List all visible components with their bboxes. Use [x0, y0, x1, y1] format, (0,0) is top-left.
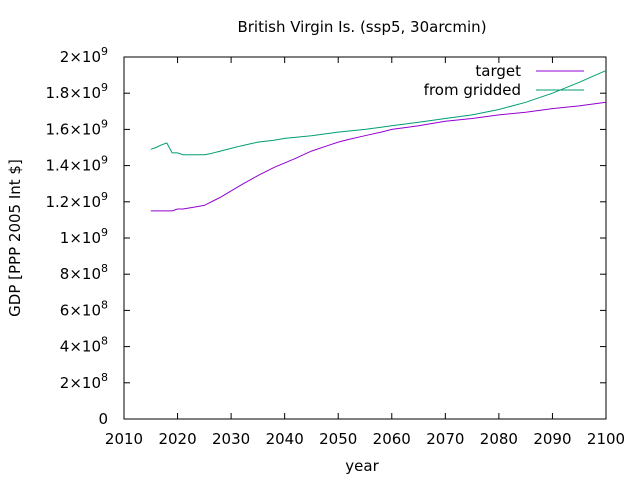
y-tick-label: 1.4×109: [45, 154, 108, 175]
y-tick-mantissa: 0: [98, 410, 108, 428]
y-tick-exponent: 8: [101, 335, 108, 348]
y-tick-mantissa: 1.2×10: [45, 193, 101, 211]
y-tick-mantissa: 4×10: [60, 338, 101, 356]
x-tick-label: 2070: [426, 430, 464, 448]
y-axis-label: GDP [PPP 2005 Int $]: [6, 159, 24, 317]
x-ticks: 2010 2020 2030 2040 2050 2060 2070 2080 2090 2100: [105, 57, 625, 448]
x-tick-label: 2030: [212, 430, 250, 448]
legend-label: from gridded: [424, 81, 521, 99]
x-tick-label: 2100: [587, 430, 625, 448]
series-line-1: [150, 101, 607, 212]
y-tick-exponent: 9: [101, 154, 108, 167]
y-ticks: 02×1084×1086×1088×1081×1091.2×1091.4×109…: [45, 45, 606, 428]
x-axis-label: year: [345, 457, 379, 475]
y-tick-mantissa: 8×10: [60, 265, 101, 283]
series-lines: [150, 70, 607, 212]
series-line-2: [150, 70, 607, 156]
y-tick-exponent: 8: [101, 371, 108, 384]
y-tick-label: 1.8×109: [45, 81, 108, 102]
x-tick-label: 2010: [105, 430, 143, 448]
y-tick-mantissa: 1×10: [60, 229, 101, 247]
y-tick-label: 2×108: [60, 371, 108, 392]
y-tick-mantissa: 2×10: [60, 374, 101, 392]
x-tick-label: 2050: [319, 430, 357, 448]
y-tick-mantissa: 1.6×10: [45, 120, 101, 138]
y-tick-exponent: 9: [101, 117, 108, 130]
y-tick-label: 1.6×109: [45, 117, 108, 138]
y-tick-mantissa: 1.4×10: [45, 157, 101, 175]
y-tick-exponent: 9: [101, 81, 108, 94]
y-tick-mantissa: 1.8×10: [45, 84, 101, 102]
y-tick-exponent: 9: [101, 45, 108, 58]
x-tick-label: 2020: [158, 430, 196, 448]
legend-label: target: [475, 62, 521, 80]
y-tick-label: 2×109: [60, 45, 108, 66]
y-tick-exponent: 8: [101, 262, 108, 275]
x-tick-label: 2040: [266, 430, 304, 448]
y-tick-mantissa: 2×10: [60, 48, 101, 66]
y-tick-label: 8×108: [60, 262, 108, 283]
x-tick-label: 2060: [373, 430, 411, 448]
y-tick-exponent: 9: [101, 190, 108, 203]
y-tick-label: 4×108: [60, 335, 108, 356]
y-tick-label: 0: [98, 410, 108, 428]
chart-title: British Virgin Is. (ssp5, 30arcmin): [237, 18, 486, 36]
y-tick-exponent: 8: [101, 298, 108, 311]
y-tick-exponent: 9: [101, 226, 108, 239]
y-tick-label: 1.2×109: [45, 190, 108, 211]
x-tick-label: 2090: [533, 430, 571, 448]
y-tick-label: 6×108: [60, 298, 108, 319]
x-tick-label: 2080: [480, 430, 518, 448]
y-tick-label: 1×109: [60, 226, 108, 247]
y-tick-mantissa: 6×10: [60, 301, 101, 319]
